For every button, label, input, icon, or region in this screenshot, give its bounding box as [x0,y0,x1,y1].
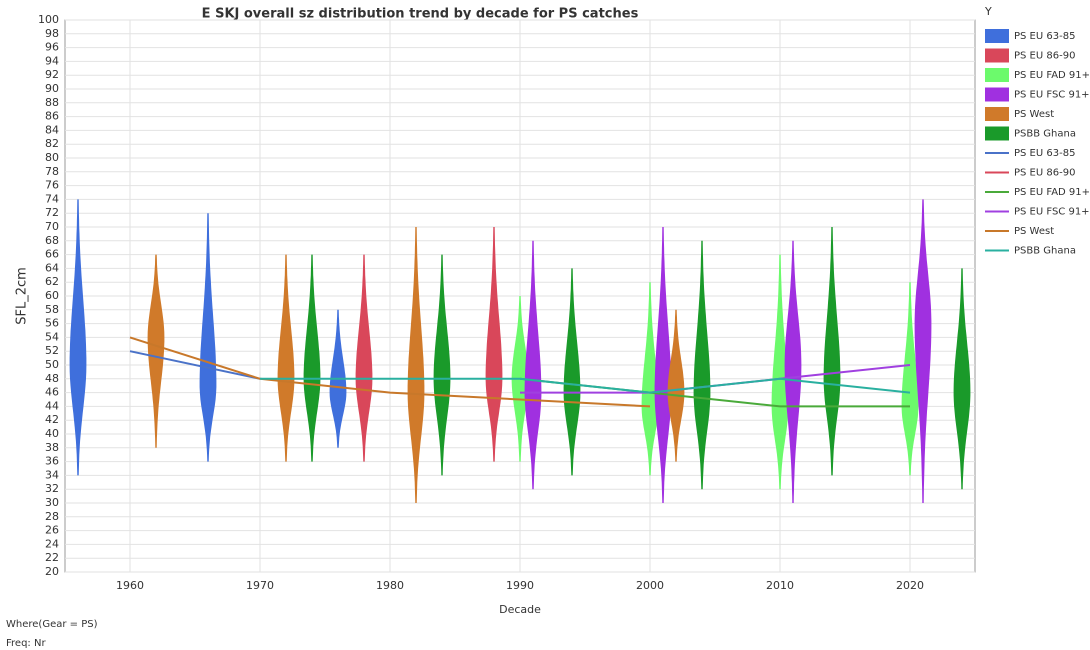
y-tick-label: 80 [45,151,59,164]
y-tick-label: 96 [45,41,59,54]
y-tick-label: 22 [45,551,59,564]
y-tick-label: 36 [45,455,59,468]
legend-title: Y [984,5,992,18]
violin [277,254,295,462]
violin [693,240,711,490]
legend-swatch [985,87,1009,102]
x-tick-label: 2010 [766,579,794,592]
y-tick-label: 78 [45,165,59,178]
violin [563,268,581,476]
violin [654,227,672,503]
legend-swatch [985,107,1009,121]
x-tick-label: 2020 [896,579,924,592]
legend-swatch [985,126,1009,141]
y-tick-label: 86 [45,110,59,123]
x-tick-label: 1970 [246,579,274,592]
legend-swatch [985,68,1009,82]
y-tick-label: 94 [45,54,59,67]
legend-label: PS EU 86-90 [1014,168,1075,179]
legend-label: PS West [1014,226,1054,237]
y-tick-label: 30 [45,496,59,509]
y-tick-label: 84 [45,123,59,136]
y-tick-label: 50 [45,358,59,371]
y-tick-label: 52 [45,344,59,357]
y-tick-label: 72 [45,206,59,219]
violin [953,268,971,490]
y-tick-label: 28 [45,510,59,523]
y-tick-label: 76 [45,179,59,192]
x-axis-label: Decade [499,603,541,616]
y-tick-label: 46 [45,386,59,399]
legend-label: PSBB Ghana [1014,129,1076,140]
y-tick-label: 32 [45,482,59,495]
violin [771,254,789,490]
legend-label: PS EU FSC 91+ [1014,90,1090,101]
y-tick-label: 62 [45,275,59,288]
legend-label: PS EU FAD 91+ [1014,187,1090,198]
legend-label: PS EU 86-90 [1014,51,1075,62]
y-tick-label: 44 [45,399,59,412]
legend-swatch [985,48,1009,63]
legend-label: PS EU FAD 91+ [1014,70,1090,81]
violin [914,199,932,503]
legend-swatch [985,29,1009,43]
violin [199,213,217,462]
violin [147,254,165,448]
y-axis-label: SFL_2cm [15,267,30,325]
y-tick-label: 82 [45,137,59,150]
x-tick-label: 1980 [376,579,404,592]
chart-title: E SKJ overall sz distribution trend by d… [202,7,639,22]
violin [784,240,802,504]
y-tick-label: 60 [45,289,59,302]
y-tick-label: 88 [45,96,59,109]
y-tick-label: 92 [45,68,59,81]
violin [485,227,503,462]
violin [69,199,87,476]
violin [303,254,321,462]
violin [355,254,373,462]
y-tick-label: 40 [45,427,59,440]
y-tick-label: 54 [45,330,59,343]
x-tick-label: 1960 [116,579,144,592]
y-tick-label: 64 [45,261,59,274]
legend-label: PSBB Ghana [1014,246,1076,257]
y-tick-label: 20 [45,565,59,578]
violin [901,282,919,476]
footnote: Where(Gear = PS) [6,619,98,630]
y-tick-label: 34 [45,468,59,481]
legend-label: PS West [1014,109,1054,120]
y-tick-label: 70 [45,220,59,233]
legend-label: PS EU 63-85 [1014,31,1075,42]
violin [641,282,659,476]
footnote: Freq: Nr [6,638,46,649]
violin [433,254,451,476]
y-tick-label: 26 [45,524,59,537]
y-tick-label: 24 [45,537,59,550]
legend-label: PS EU 63-85 [1014,148,1075,159]
trend-line [129,350,261,380]
legend-label: PS EU FSC 91+ [1014,207,1090,218]
y-tick-label: 74 [45,192,59,205]
y-tick-label: 48 [45,372,59,385]
y-tick-label: 90 [45,82,59,95]
violin [407,227,425,503]
y-tick-label: 42 [45,413,59,426]
violin [667,309,685,462]
y-tick-label: 56 [45,317,59,330]
x-tick-label: 2000 [636,579,664,592]
y-tick-label: 66 [45,248,59,261]
y-tick-label: 100 [38,13,59,26]
y-tick-label: 38 [45,441,59,454]
y-tick-label: 68 [45,234,59,247]
y-tick-label: 98 [45,27,59,40]
x-tick-label: 1990 [506,579,534,592]
violin [524,240,542,490]
y-tick-label: 58 [45,303,59,316]
trend-line [260,377,911,394]
violin [823,227,841,476]
trend-line [129,336,651,408]
